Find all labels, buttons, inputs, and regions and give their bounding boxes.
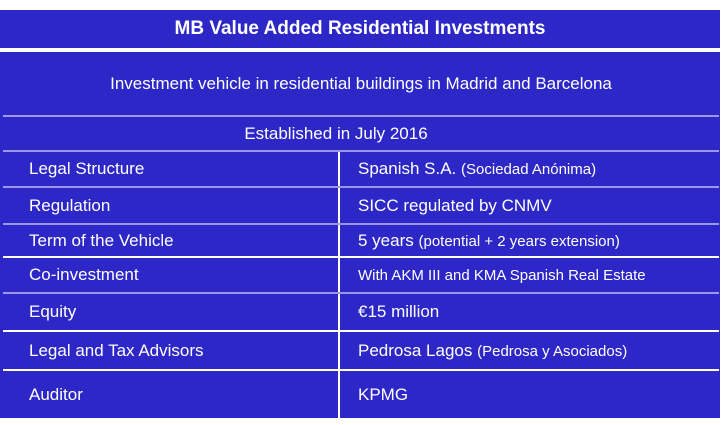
row-value: KPMG: [358, 384, 409, 404]
row-label: Legal Structure: [3, 152, 340, 186]
row-label: Legal and Tax Advisors: [3, 332, 340, 369]
row-value: With AKM III and KMA Spanish Real Estate: [358, 267, 646, 284]
description: Investment vehicle in residential buildi…: [3, 52, 719, 117]
table-row: Term of the Vehicle 5 years (potential +…: [3, 225, 719, 258]
row-value: Pedrosa Lagos (Pedrosa y Asociados): [358, 340, 628, 360]
row-label: Co-investment: [3, 258, 340, 292]
row-value: SICC regulated by CNMV: [358, 195, 552, 215]
table-row: Co-investment With AKM III and KMA Spani…: [3, 258, 719, 294]
row-value: Spanish S.A. (Sociedad Anónima): [358, 159, 597, 178]
table-row: Legal and Tax Advisors Pedrosa Lagos (Pe…: [3, 332, 719, 371]
row-label: Equity: [3, 294, 340, 330]
row-label: Auditor: [3, 371, 340, 418]
fund-summary-table: MB Value Added Residential Investments I…: [0, 10, 720, 418]
established-text: Established in July 2016: [244, 123, 428, 143]
table-row: Equity €15 million: [3, 294, 719, 332]
row-value: €15 million: [358, 302, 440, 321]
row-label: Regulation: [3, 188, 340, 223]
established-row: Established in July 2016: [3, 117, 719, 152]
table-row: Auditor KPMG: [3, 371, 719, 418]
table-title: MB Value Added Residential Investments: [0, 10, 720, 52]
row-label: Term of the Vehicle: [3, 225, 340, 256]
table-row: Legal Structure Spanish S.A. (Sociedad A…: [3, 152, 719, 188]
row-value: 5 years (potential + 2 years extension): [358, 230, 620, 250]
table-row: Regulation SICC regulated by CNMV: [3, 188, 719, 225]
